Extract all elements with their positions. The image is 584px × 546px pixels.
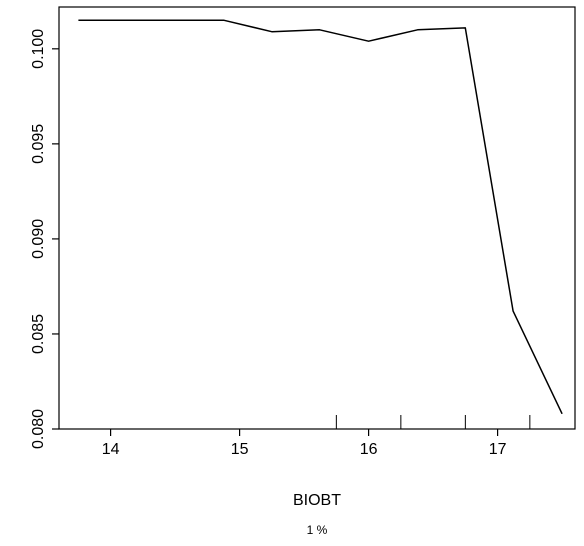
- y-tick-label: 0.085: [30, 314, 47, 354]
- y-tick-label: 0.095: [30, 124, 47, 164]
- x-tick-label: 15: [231, 441, 249, 458]
- x-tick-label: 16: [360, 441, 378, 458]
- x-tick-label: 14: [102, 441, 120, 458]
- x-axis: 14 15 16 17: [102, 429, 507, 458]
- y-tick-label: 0.080: [30, 409, 47, 449]
- y-axis: 0.080 0.085 0.090 0.095 0.100: [30, 29, 59, 449]
- y-tick-label: 0.090: [30, 219, 47, 259]
- x-axis-title: BIOBT: [293, 492, 341, 509]
- plot-box: [58, 6, 576, 430]
- series-layer: [78, 19, 563, 415]
- x-tick-label: 17: [489, 441, 507, 458]
- rug-marks: [335, 415, 531, 429]
- x-axis-subtitle: 1 %: [307, 523, 328, 537]
- series-line: [78, 19, 563, 415]
- y-tick-label: 0.100: [30, 29, 47, 69]
